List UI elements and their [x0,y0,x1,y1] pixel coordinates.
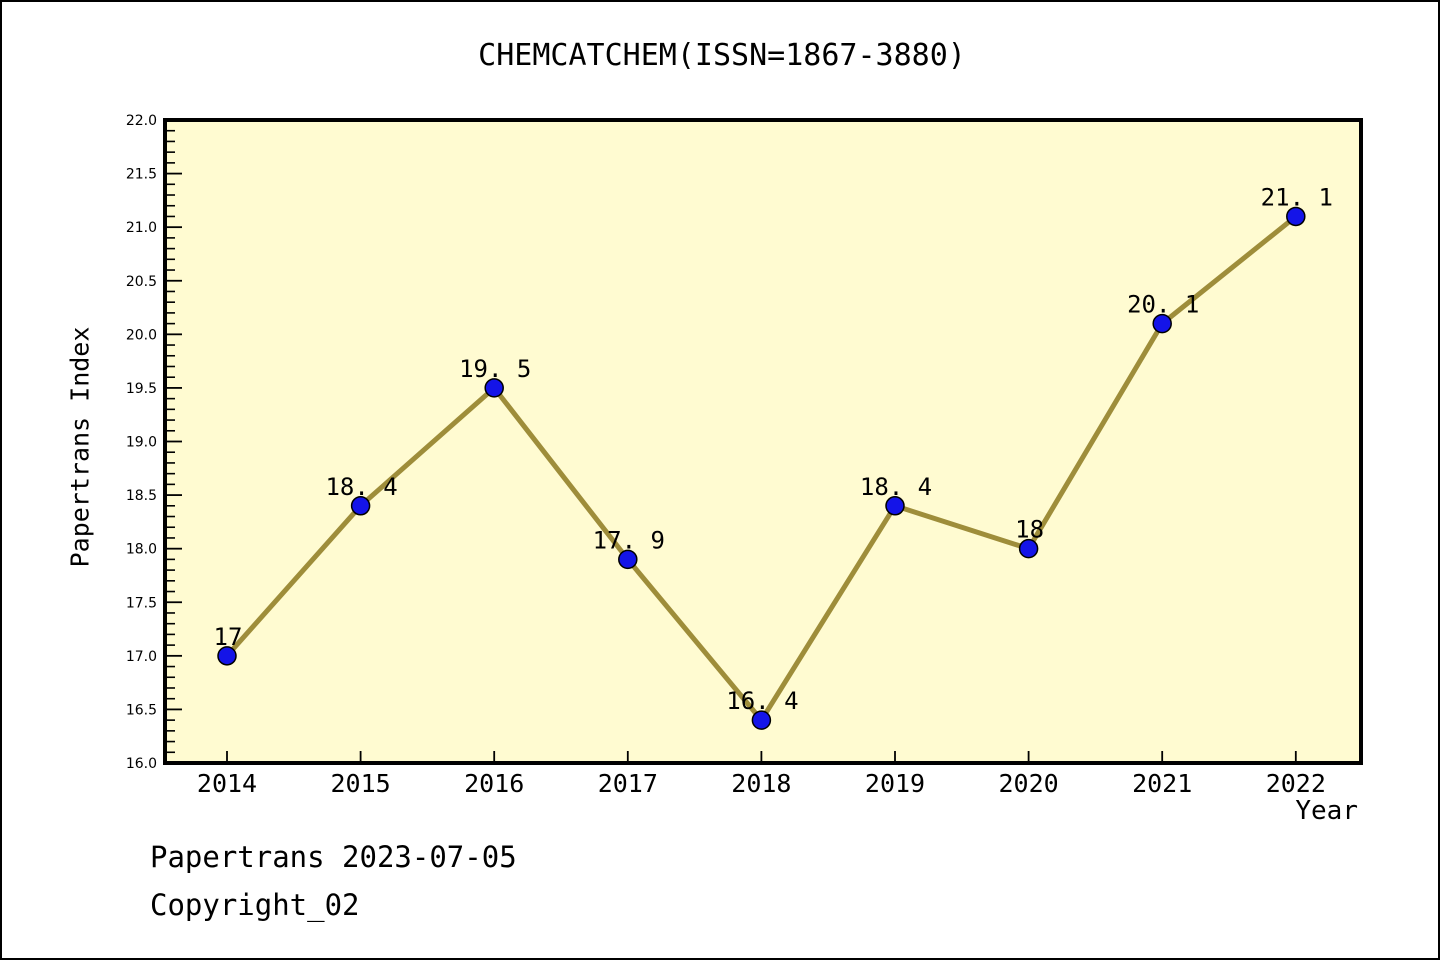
data-point-marker [484,378,504,398]
footer-copyright: Copyright_02 [150,888,360,922]
y-tick-label: 16.5 [126,702,157,718]
x-tick-label: 2021 [1132,769,1192,798]
y-tick-label: 17.0 [126,649,157,665]
x-tick-label: 2018 [731,769,791,798]
x-tick-label: 2020 [998,769,1058,798]
data-point-label: 18 [1015,516,1044,544]
data-point-marker [1018,538,1039,559]
data-point-label: 21. 1 [1261,183,1333,211]
x-tick-label: 2014 [197,769,257,798]
data-point-label: 17. 9 [593,526,665,554]
data-point-marker [885,496,905,516]
data-point-label: 20. 1 [1127,291,1199,319]
y-tick-label: 18.0 [126,542,157,558]
y-tick-label: 19.0 [126,435,157,451]
y-tick-label: 17.5 [126,595,157,611]
data-point-label: 16. 4 [726,687,798,715]
chart-title: CHEMCATCHEM(ISSN=1867-3880) [478,38,966,73]
footer-watermark: Papertrans 2023-07-05 [150,840,517,874]
data-point-label: 18. 4 [325,473,397,501]
y-tick-label: 20.5 [126,274,157,290]
x-tick-label: 2016 [464,769,524,798]
data-point-marker [1152,313,1172,334]
y-tick-label: 16.0 [126,756,157,772]
data-point-marker [350,496,371,516]
data-point-marker [618,549,638,570]
x-axis-label: Year [1295,796,1358,826]
data-point-marker [217,646,237,666]
data-point-marker [751,710,772,730]
y-tick-label: 22.0 [126,113,157,129]
data-point-label: 18. 4 [860,473,932,501]
x-tick-label: 2022 [1266,769,1326,798]
data-point-marker [1286,206,1306,227]
x-tick-label: 2019 [865,769,925,798]
data-point-label: 19. 5 [459,355,531,383]
y-tick-label: 21.0 [126,220,157,236]
y-tick-label: 18.5 [126,488,157,504]
x-tick-label: 2015 [330,769,390,798]
y-tick-label: 20.0 [126,327,157,343]
y-tick-label: 21.5 [126,167,157,183]
data-point-label: 17 [214,623,243,651]
y-tick-label: 19.5 [126,381,157,397]
x-tick-label: 2017 [598,769,658,798]
plot-background [163,118,1363,765]
